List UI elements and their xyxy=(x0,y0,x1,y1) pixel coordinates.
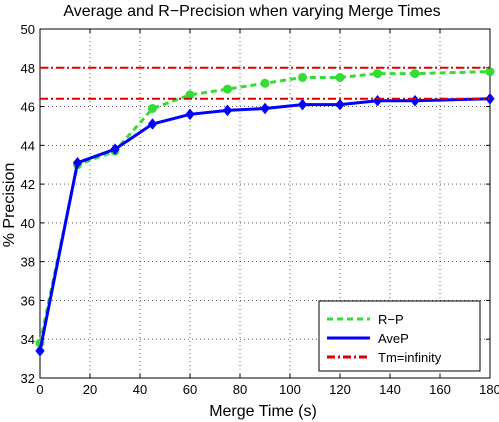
x-axis-label: Merge Time (s) xyxy=(209,403,317,420)
legend-label: AveP xyxy=(378,331,409,346)
y-tick-label: 40 xyxy=(21,216,35,231)
data-point xyxy=(260,102,270,115)
x-tick-label: 80 xyxy=(233,382,247,397)
legend-box xyxy=(318,300,481,372)
data-point xyxy=(72,156,83,169)
series-line xyxy=(38,70,491,344)
x-tick-label: 20 xyxy=(83,382,97,397)
data-point xyxy=(372,94,383,107)
series-2 xyxy=(40,66,490,100)
data-point xyxy=(185,108,195,121)
data-point xyxy=(485,67,495,77)
data-point xyxy=(297,98,308,111)
y-tick-label: 46 xyxy=(21,100,35,115)
data-point xyxy=(260,78,270,88)
x-tick-label: 120 xyxy=(329,382,351,397)
series-layer xyxy=(35,66,495,357)
y-tick-label: 34 xyxy=(21,332,35,347)
data-point xyxy=(373,69,382,79)
y-tick-label: 50 xyxy=(21,22,35,37)
x-tick-label: 60 xyxy=(183,382,197,397)
legend: R−P AveP Tm=infinity xyxy=(318,300,481,372)
x-tick-label: 0 xyxy=(36,382,43,397)
x-tick-label: 40 xyxy=(133,382,147,397)
data-point xyxy=(185,90,195,100)
data-point xyxy=(147,118,158,130)
data-point xyxy=(298,72,307,82)
data-point xyxy=(335,98,345,111)
x-tick-label: 180 xyxy=(479,382,499,397)
legend-label: R−P xyxy=(378,312,404,327)
y-tick-label: 48 xyxy=(21,61,35,76)
data-point xyxy=(148,103,157,113)
data-point xyxy=(110,143,120,156)
legend-label: Tm=infinity xyxy=(378,350,442,365)
data-point xyxy=(222,104,233,117)
y-tick-label: 32 xyxy=(21,371,35,386)
data-point xyxy=(35,345,45,357)
plot-area xyxy=(39,28,491,379)
y-axis-label: % Precision xyxy=(1,163,18,247)
x-tick-label: 140 xyxy=(379,382,401,397)
data-point xyxy=(410,94,420,107)
data-point xyxy=(335,72,345,82)
y-tick-label: 38 xyxy=(21,255,35,270)
y-tick-label: 42 xyxy=(21,177,35,192)
y-tick-label: 44 xyxy=(21,138,35,153)
data-point xyxy=(223,84,232,94)
chart-title: Average and R−Precision when varying Mer… xyxy=(63,3,440,20)
series-line xyxy=(38,97,491,352)
x-tick-label: 160 xyxy=(429,382,451,397)
data-point xyxy=(410,69,420,79)
x-tick-label: 100 xyxy=(279,382,301,397)
axis-ticks: 0 20 40 60 80 100 120 140 160 180 32 34 36 38 40 42 44 46… xyxy=(21,22,499,397)
y-tick-label: 36 xyxy=(21,293,35,308)
